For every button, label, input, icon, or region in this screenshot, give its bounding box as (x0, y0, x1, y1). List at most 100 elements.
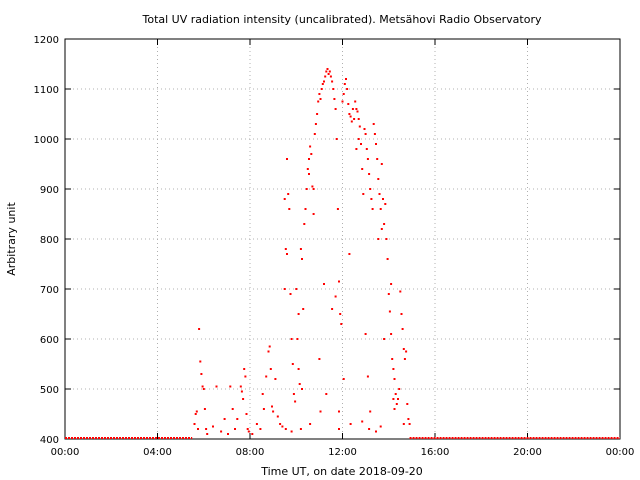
data-point (355, 148, 358, 150)
data-point (297, 313, 300, 315)
data-point (301, 388, 303, 390)
y-tick-label: 800 (40, 235, 59, 246)
data-point (244, 375, 247, 378)
data-point (308, 173, 310, 175)
data-point (403, 358, 406, 360)
data-point (287, 193, 290, 195)
data-point (341, 100, 344, 103)
data-point (279, 423, 282, 425)
data-point (378, 193, 381, 195)
grid-lines (65, 39, 620, 439)
data-point (398, 388, 401, 390)
data-point (406, 403, 409, 405)
data-point (288, 208, 291, 210)
data-point (399, 290, 402, 293)
data-point (351, 108, 354, 110)
data-point (393, 378, 396, 380)
data-point (274, 378, 277, 380)
y-tick-label: 600 (40, 335, 59, 346)
data-point (197, 428, 199, 430)
y-tick-label: 1100 (34, 85, 59, 96)
data-point (202, 388, 205, 390)
data-point (312, 188, 315, 190)
data-point (261, 393, 264, 395)
data-point (284, 248, 287, 250)
data-point (320, 88, 323, 90)
x-tick-label: 16:00 (421, 447, 450, 458)
data-point (326, 68, 329, 70)
data-point (365, 148, 368, 150)
data-point (203, 408, 206, 410)
data-point (369, 410, 372, 413)
data-point (265, 375, 268, 378)
data-point (251, 433, 254, 435)
data-point (206, 433, 209, 435)
y-tick-label: 500 (40, 385, 59, 396)
data-point (303, 223, 306, 225)
data-point (316, 113, 319, 115)
data-point (304, 208, 307, 210)
data-point (358, 125, 361, 128)
data-point (324, 75, 327, 78)
data-point (276, 415, 279, 418)
data-point (325, 70, 328, 73)
data-point (370, 198, 373, 200)
data-point (227, 433, 229, 435)
data-point (383, 338, 386, 340)
x-tick-labels: 00:00 04:00 08:00 12:00 16:00 20:00 00:00 (51, 447, 635, 458)
x-tick-label: 00:00 (606, 447, 635, 458)
data-point (319, 410, 322, 413)
data-point (220, 430, 223, 433)
data-point (375, 143, 377, 145)
data-point (401, 328, 404, 330)
data-point (362, 193, 365, 195)
data-point (299, 428, 302, 430)
data-point (318, 93, 321, 95)
y-tick-label: 400 (40, 435, 59, 446)
data-point (195, 410, 198, 413)
data-point (314, 123, 317, 125)
data-point (281, 425, 284, 428)
data-point (296, 338, 299, 340)
data-point (334, 108, 337, 110)
x-tick-label: 12:00 (328, 447, 357, 458)
data-point (292, 393, 295, 395)
data-point (379, 208, 382, 210)
data-point (369, 188, 372, 190)
data-point (402, 423, 405, 425)
data-point (331, 80, 334, 83)
data-point (361, 420, 364, 423)
data-point (236, 418, 239, 420)
data-point (297, 368, 300, 370)
data-point (306, 168, 309, 170)
data-point (338, 428, 340, 430)
data-point (331, 308, 334, 310)
data-point (312, 213, 315, 215)
data-point (295, 288, 298, 290)
data-point (338, 280, 340, 283)
data-point (193, 423, 196, 425)
data-point (286, 158, 288, 160)
data-point (383, 223, 386, 225)
data-point (407, 418, 410, 420)
data-point (290, 338, 293, 340)
data-point (289, 293, 292, 295)
data-point (309, 423, 312, 425)
data-point (342, 93, 345, 95)
data-point (317, 100, 320, 103)
chart-title: Total UV radiation intensity (uncalibrat… (142, 13, 542, 26)
data-point (215, 385, 218, 388)
data-point (353, 118, 356, 120)
y-axis-label: Arbitrary unit (5, 202, 18, 276)
data-point (400, 313, 403, 315)
data-point (247, 430, 250, 433)
y-tick-label: 1200 (34, 35, 59, 46)
data-point (346, 88, 349, 90)
data-point (335, 138, 338, 140)
data-point (323, 283, 325, 285)
data-point (356, 110, 359, 113)
x-tick-label: 00:00 (51, 447, 80, 458)
data-point (360, 143, 362, 145)
data-point (405, 350, 408, 353)
data-point (242, 398, 245, 400)
